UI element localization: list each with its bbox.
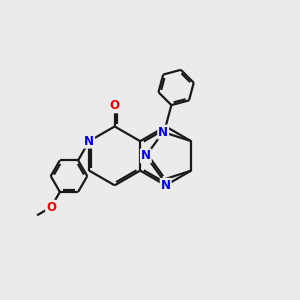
Text: N: N [158, 126, 168, 139]
Text: O: O [46, 201, 56, 214]
Text: O: O [110, 99, 120, 112]
Text: N: N [84, 135, 94, 148]
Text: N: N [141, 149, 151, 162]
Text: N: N [161, 179, 171, 192]
